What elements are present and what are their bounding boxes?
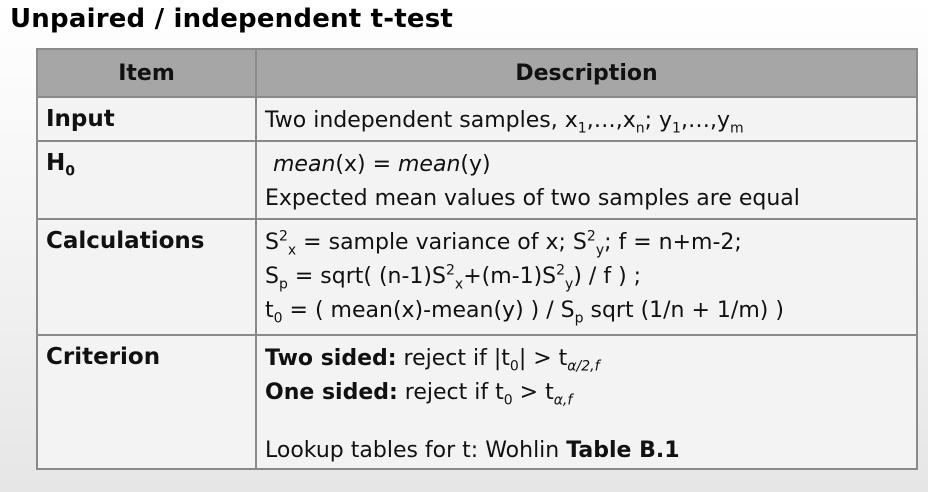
h0-equation: mean(x) = mean(y): [273, 152, 491, 177]
row-h0: H0 mean(x) = mean(y) Expected mean value…: [36, 140, 918, 220]
calc-line-3: t0 = ( mean(x)-mean(y) ) / Sp sqrt (1/n …: [265, 298, 784, 327]
calculations-description: S2x = sample variance of x; S2y; f = n+m…: [255, 218, 918, 336]
calculations-label: Calculations: [36, 218, 257, 336]
input-description: Two independent samples, x1,…,xn; y1,…,y…: [255, 96, 918, 142]
criterion-one-sided: One sided: reject if t0 > tα,f: [265, 380, 573, 409]
header-item: Item: [36, 48, 257, 98]
calc-line-2: Sp = sqrt( (n-1)S2x+(m-1)S2y) / f ) ;: [265, 262, 642, 293]
row-input: Input Two independent samples, x1,…,xn; …: [36, 96, 918, 142]
calc-line-1: S2x = sample variance of x; S2y; f = n+m…: [265, 228, 742, 259]
criterion-label: Criterion: [36, 334, 257, 470]
header-description: Description: [255, 48, 918, 98]
slide-title: Unpaired / independent t-test: [10, 4, 454, 34]
row-calculations: Calculations S2x = sample variance of x;…: [36, 218, 918, 336]
criterion-two-sided: Two sided: reject if |t0| > tα/2,f: [265, 346, 600, 375]
criterion-description: Two sided: reject if |t0| > tα/2,f One s…: [255, 334, 918, 470]
criterion-lookup: Lookup tables for t: Wohlin Table B.1: [265, 438, 680, 463]
input-label: Input: [36, 96, 257, 142]
h0-description: mean(x) = mean(y) Expected mean values o…: [255, 140, 918, 220]
h0-label: H0: [36, 140, 257, 220]
h0-explanation: Expected mean values of two samples are …: [265, 186, 800, 211]
t-test-table: Item Description Input Two independent s…: [36, 48, 918, 470]
row-criterion: Criterion Two sided: reject if |t0| > tα…: [36, 334, 918, 470]
header-row: Item Description: [36, 48, 918, 98]
